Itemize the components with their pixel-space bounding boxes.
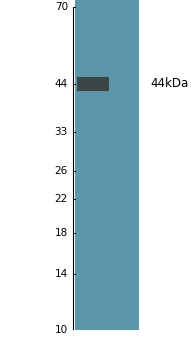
Text: 70: 70 <box>55 2 68 12</box>
Text: 44kDa: 44kDa <box>151 78 189 90</box>
Text: 44: 44 <box>55 79 68 89</box>
Text: 10: 10 <box>55 325 68 335</box>
Text: 14: 14 <box>55 269 68 279</box>
Bar <box>77 77 109 91</box>
Text: 22: 22 <box>55 194 68 204</box>
Text: 18: 18 <box>55 227 68 238</box>
Text: 33: 33 <box>55 127 68 137</box>
Bar <box>75 0 139 330</box>
Text: 26: 26 <box>55 166 68 176</box>
